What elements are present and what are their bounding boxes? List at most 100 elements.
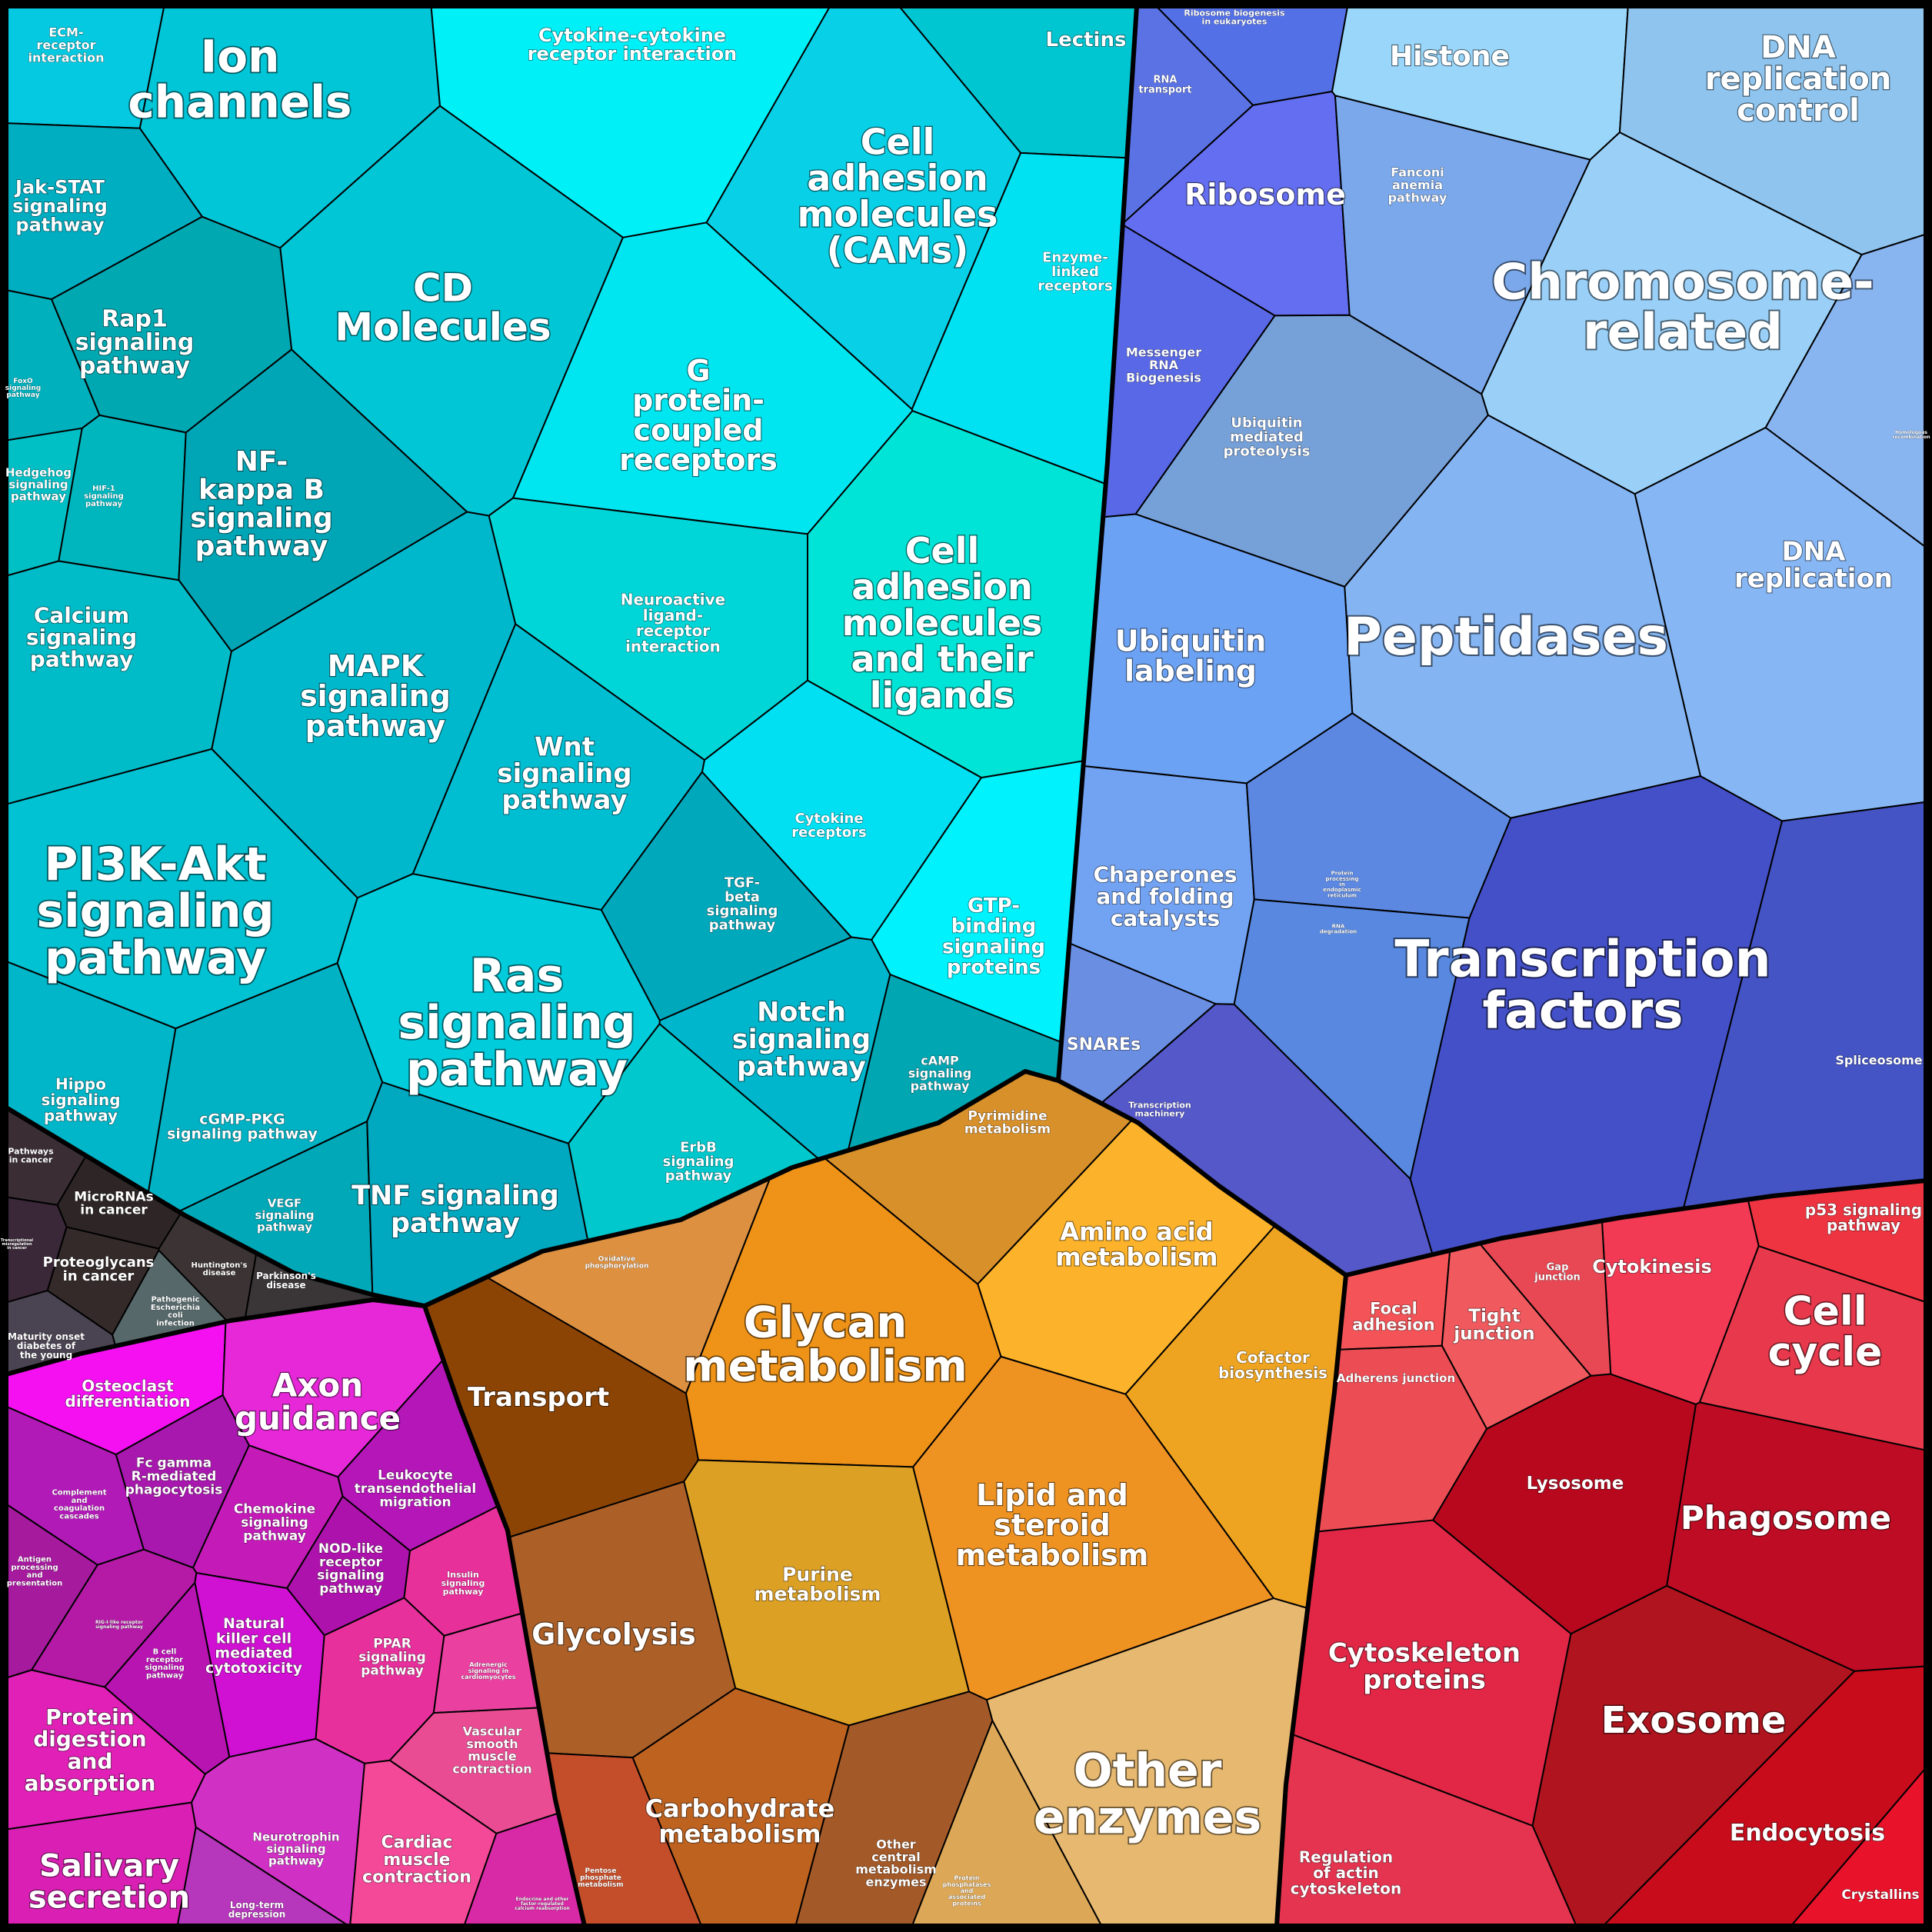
label-wnt-signaling-pathway: Wnt signaling pathway: [497, 731, 631, 815]
label-tight-junction: Tight junction: [1453, 1306, 1534, 1344]
label-cytokinesis: Cytokinesis: [1592, 1256, 1712, 1277]
label-calcium-signaling-pathway: Calcium signaling pathway: [26, 602, 137, 671]
label-leukocyte-transendothelial-migration: Leukocyte transendothelial migration: [355, 1468, 476, 1511]
label-glycolysis: Glycolysis: [531, 1617, 696, 1651]
label-long-term-depression: Long-term depression: [228, 1900, 286, 1920]
cell-endocytosis: [1584, 1663, 1926, 1926]
label-adrenergic-signaling-in-cardiomyocytes: Adrenergic signaling in cardiomyocytes: [461, 1661, 515, 1680]
cell-spliceosome: [1657, 797, 1926, 1275]
label-cd-molecules: CD Molecules: [335, 266, 551, 350]
label-transcriptional-misregulation-in-cancer: Transcriptional misregulation in cancer: [1, 1238, 33, 1251]
label-homologous-recombination: Homologous recombination: [1893, 429, 1930, 439]
label-lysosome: Lysosome: [1527, 1474, 1624, 1494]
label-ecm-receptor-interaction: ECM-receptor interaction: [28, 25, 104, 65]
cell-protein-phosphatases-and-associated-proteins: [899, 1720, 1119, 1926]
label-salivary-secretion: Salivary secretion: [28, 1849, 190, 1916]
label-gtp-binding-signaling-proteins: GTP-binding signaling proteins: [942, 894, 1045, 979]
label-endocrine-and-other-factor-regulated-calcium-reabsorption: Endocrine and other factor-regulated calci…: [515, 1896, 570, 1910]
label-other-central-metabolism-enzymes: Other central metabolism enzymes: [855, 1837, 937, 1889]
label-protein-processing-in-endoplasmic-reticulum: Protein processing in endoplasmic reticulum: [1323, 871, 1361, 899]
label-pyrimidine-metabolism: Pyrimidine metabolism: [964, 1108, 1051, 1137]
label-hippo-signaling-pathway: Hippo signaling pathway: [41, 1075, 120, 1125]
label-amino-acid-metabolism: Amino acid metabolism: [1055, 1217, 1217, 1272]
label-oxidative-phosphorylation: Oxidative phosphorylation: [585, 1255, 649, 1270]
label-tgf-beta-signaling-pathway: TGF-beta signaling pathway: [707, 874, 778, 933]
label-nod-like-receptor-signaling-pathway: NOD-like receptor signaling pathway: [317, 1541, 385, 1597]
label-vegf-signaling-pathway: VEGF signaling pathway: [255, 1197, 314, 1234]
label-cell-adhesion-molecules-cams: Cell adhesion molecules (CAMs): [798, 122, 998, 271]
label-adherens-junction: Adherens junction: [1337, 1371, 1455, 1385]
label-dna-replication-control: DNA replication control: [1705, 30, 1891, 128]
label-neurotrophin-signaling-pathway: Neurotrophin signaling pathway: [252, 1830, 339, 1868]
label-complement-and-coagulation-cascades: Complement and coagulation cascades: [52, 1488, 106, 1521]
label-pathways-in-cancer: Pathways in cancer: [8, 1146, 54, 1164]
label-cytokine-receptors: Cytokine receptors: [791, 810, 866, 840]
label-cell-cycle: Cell cycle: [1768, 1288, 1883, 1375]
label-vascular-smooth-muscle-contraction: Vascular smooth muscle contraction: [452, 1724, 531, 1776]
group-border: [4, 1105, 427, 1308]
group-cellular: [1277, 1181, 1926, 1926]
label-chaperones-and-folding-catalysts: Chaperones and folding catalysts: [1093, 861, 1237, 931]
label-pentose-phosphate-metabolism: Pentose phosphate metabolism: [578, 1867, 623, 1889]
label-parkinson-s-disease: Parkinson's disease: [256, 1271, 316, 1291]
label-histone: Histone: [1390, 41, 1510, 72]
label-transcription-machinery: Transcription machinery: [1128, 1100, 1191, 1118]
label-messenger-rna-biogenesis: Messenger RNA Biogenesis: [1126, 345, 1201, 385]
group-border: [422, 1069, 1348, 1308]
label-protein-digestion-and-absorption: Protein digestion and absorption: [25, 1704, 156, 1796]
label-proteoglycans-in-cancer: Proteoglycans in cancer: [43, 1254, 155, 1284]
label-lectins: Lectins: [1046, 28, 1127, 52]
label-cgmp-pkg-signaling-pathway: cGMP-PKG signaling pathway: [167, 1111, 318, 1142]
label-purine-metabolism: Purine metabolism: [754, 1563, 881, 1605]
label-ppar-signaling-pathway: PPAR signaling pathway: [358, 1637, 426, 1679]
label-endocytosis: Endocytosis: [1730, 1820, 1885, 1847]
group-border: [1056, 4, 1139, 1083]
label-cardiac-muscle-contraction: Cardiac muscle contraction: [362, 1833, 471, 1887]
group-border: [4, 1297, 427, 1377]
label-rap1-signaling-pathway: Rap1 signaling pathway: [75, 305, 195, 379]
label-huntington-s-disease: Huntington's disease: [192, 1261, 248, 1277]
label-transport: Transport: [468, 1382, 609, 1413]
label-b-cell-receptor-signaling-pathway: B cell receptor signaling pathway: [145, 1647, 185, 1680]
cell-cell-cycle: [1698, 1245, 1926, 1458]
label-chemokine-signaling-pathway: Chemokine signaling pathway: [234, 1502, 315, 1544]
label-cytoskeleton-proteins: Cytoskeleton proteins: [1328, 1638, 1521, 1696]
label-pi3k-akt-signaling-pathway: PI3K-Akt signaling pathway: [36, 838, 274, 985]
label-rig-i-like-receptor-signaling-pathway: RIG-I-like receptor signaling pathway: [95, 1619, 143, 1629]
label-exosome: Exosome: [1601, 1699, 1787, 1742]
label-spliceosome: Spliceosome: [1835, 1053, 1922, 1068]
label-ras-signaling-pathway: Ras signaling pathway: [398, 949, 635, 1097]
label-other-enzymes: Other enzymes: [1034, 1744, 1261, 1844]
label-rna-transport: RNA transport: [1138, 74, 1191, 95]
label-glycan-metabolism: Glycan metabolism: [683, 1297, 968, 1391]
label-dna-replication: DNA replication: [1734, 537, 1893, 595]
label-hif-1-signaling-pathway: HIF-1 signaling pathway: [84, 484, 124, 508]
label-fc-gamma-r-mediated-phagocytosis: Fc gamma R-mediated phagocytosis: [125, 1456, 223, 1498]
label-natural-killer-cell-mediated-cytotoxicity: Natural killer cell mediated cytotoxicity: [205, 1615, 303, 1677]
label-carbohydrate-metabolism: Carbohydrate metabolism: [645, 1794, 835, 1849]
label-snares: SNAREs: [1067, 1035, 1141, 1054]
cell-regulation-of-actin-cytoskeleton: [1277, 1716, 1587, 1926]
label-notch-signaling-pathway: Notch signaling pathway: [732, 997, 871, 1082]
label-focal-adhesion: Focal adhesion: [1352, 1299, 1434, 1334]
label-axon-guidance: Axon guidance: [235, 1366, 401, 1437]
label-hedgehog-signaling-pathway: Hedgehog signaling pathway: [5, 466, 72, 504]
label-osteoclast-differentiation: Osteoclast differentiation: [65, 1377, 191, 1411]
label-p53-signaling-pathway: p53 signaling pathway: [1805, 1201, 1922, 1234]
cell-crystallins: [1764, 1730, 1926, 1926]
label-chromosome-related: Chromosome-related: [1491, 254, 1874, 361]
label-maturity-onset-diabetes-of-the-young: Maturity onset diabetes of the young: [8, 1331, 85, 1361]
label-enzyme-linked-receptors: Enzyme-linked receptors: [1038, 249, 1112, 294]
group-border: [422, 1304, 587, 1928]
label-mapk-signaling-pathway: MAPK signaling pathway: [300, 649, 451, 743]
label-fanconi-anemia-pathway: Fanconi anemia pathway: [1388, 165, 1447, 205]
label-ubiquitin-labeling: Ubiquitin labeling: [1115, 625, 1267, 688]
label-foxo-signaling-pathway: FoxO signaling pathway: [5, 378, 41, 399]
label-gap-junction: Gap junction: [1534, 1261, 1581, 1283]
label-cell-adhesion-molecules-and-their-ligands: Cell adhesion molecules and their ligands: [842, 530, 1043, 716]
label-rna-degradation: RNA degradation: [1320, 923, 1357, 934]
label-neuroactive-ligand-receptor-interaction: Neuroactive ligand-receptor interaction: [621, 590, 726, 655]
